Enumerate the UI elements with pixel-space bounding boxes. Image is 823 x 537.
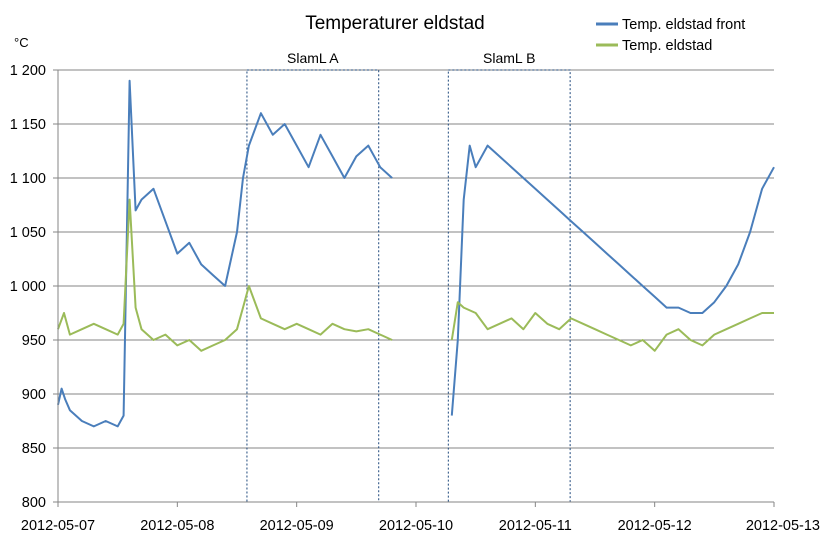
y-tick-label-7: 1 150 bbox=[10, 117, 46, 133]
y-tick-label-3: 950 bbox=[22, 333, 46, 349]
series-line-1-segment-0 bbox=[57, 198, 393, 352]
x-tick-label-4: 2012-05-11 bbox=[499, 518, 572, 534]
y-tick-label-2: 900 bbox=[22, 387, 46, 403]
legend: Temp. eldstad front Temp. eldstad bbox=[596, 17, 745, 54]
x-tick-label-5: 2012-05-12 bbox=[618, 518, 692, 534]
series-lines bbox=[57, 79, 775, 428]
chart-title: Temperaturer eldstad bbox=[305, 13, 485, 34]
y-axis-unit: °C bbox=[14, 35, 29, 50]
y-tick-label-5: 1 050 bbox=[10, 225, 46, 241]
y-tick-label-4: 1 000 bbox=[10, 279, 46, 295]
x-tick-label-2: 2012-05-09 bbox=[260, 518, 334, 534]
x-tick-label-1: 2012-05-08 bbox=[140, 518, 214, 534]
series-line-1-segment-1 bbox=[450, 301, 774, 352]
region-label-1: SlamL B bbox=[483, 50, 535, 66]
series-line-0-segment-1 bbox=[450, 144, 775, 416]
x-tick-label-6: 2012-05-13 bbox=[746, 518, 820, 534]
y-tick-label-8: 1 200 bbox=[10, 63, 46, 79]
region-box-1 bbox=[447, 69, 571, 503]
x-tick-label-0: 2012-05-07 bbox=[21, 518, 95, 534]
y-tick-label-0: 800 bbox=[22, 495, 46, 511]
legend-label-eldstad: Temp. eldstad bbox=[622, 38, 712, 54]
legend-label-front: Temp. eldstad front bbox=[622, 17, 745, 33]
y-tick-label-6: 1 100 bbox=[10, 171, 46, 187]
y-tick-labels: 800 850 900 950 1 000 1 050 1 100 1 150 1 200 bbox=[10, 63, 46, 511]
x-tick-label-3: 2012-05-10 bbox=[379, 518, 453, 534]
series-line-0-segment-0 bbox=[57, 79, 393, 428]
region-label-0: SlamL A bbox=[287, 50, 339, 66]
x-tick-labels: 2012-05-07 2012-05-08 2012-05-09 2012-05-10… bbox=[21, 518, 820, 534]
axes bbox=[53, 69, 775, 507]
grid-lines bbox=[58, 69, 774, 449]
y-tick-label-1: 850 bbox=[22, 441, 46, 457]
